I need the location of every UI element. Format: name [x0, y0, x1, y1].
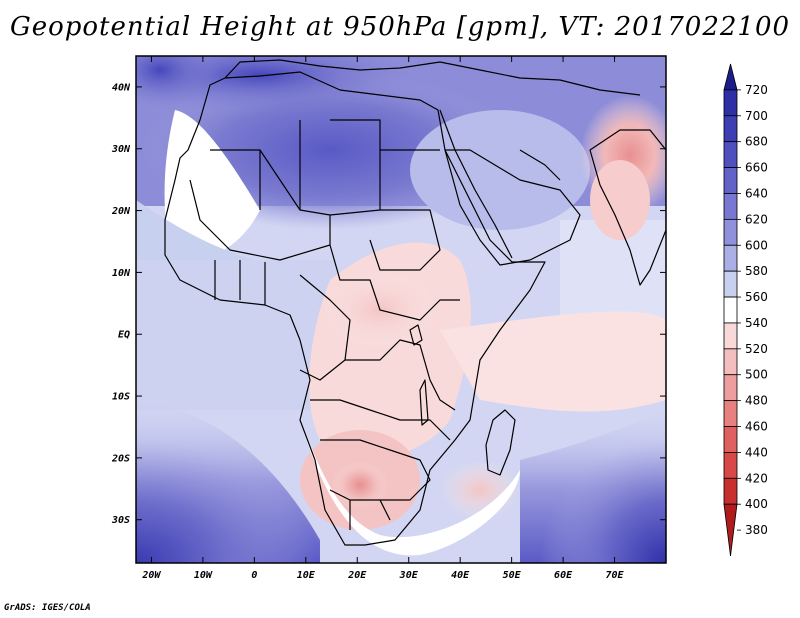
colorbar-swatch — [723, 218, 738, 246]
x-tick-label: 20E — [347, 570, 367, 581]
colorbar-swatch — [723, 348, 738, 376]
x-tick-label: 0 — [251, 570, 257, 581]
colorbar-swatch — [723, 426, 738, 453]
x-tick-label: 20W — [141, 570, 161, 581]
colorbar-swatch — [723, 115, 738, 143]
colorbar-bottom-arrow — [723, 503, 738, 557]
colorbar-swatch — [723, 270, 738, 298]
colorbar-label: 580 — [745, 264, 768, 278]
colorbar-label: 680 — [745, 135, 768, 149]
colorbar-swatch — [723, 477, 738, 505]
colorbar-swatch — [723, 141, 738, 168]
colorbar-swatch — [723, 167, 738, 194]
colorbar-label: 620 — [745, 212, 768, 226]
colorbar-label: 700 — [745, 109, 768, 123]
y-tick-label: 30S — [111, 515, 130, 526]
y-tick-label: 30N — [111, 144, 131, 155]
colorbar-swatch — [723, 244, 738, 272]
x-tick-label: 10W — [194, 570, 213, 581]
map-frame — [135, 55, 667, 564]
colorbar-swatch — [723, 89, 738, 117]
y-tick-label: 20S — [111, 453, 130, 464]
colorbar-label: 520 — [745, 342, 768, 356]
x-axis: 20W 10W 0 10E 20E 30E 40E 50E 60E 70E — [141, 56, 625, 581]
colorbar-swatch — [723, 452, 738, 479]
colorbar-swatch — [723, 193, 738, 220]
x-tick-label: 30E — [399, 570, 419, 581]
y-axis: 40N 30N 20N 10N EQ 10S 20S 30S — [111, 82, 666, 526]
colorbar-label: 400 — [745, 497, 768, 511]
y-tick-label: 10S — [112, 392, 130, 403]
colorbar-label: 440 — [745, 445, 768, 459]
x-tick-label: 60E — [554, 570, 573, 581]
colorbar-label: 560 — [745, 290, 768, 304]
colorbar-label: 500 — [745, 368, 768, 382]
colorbar-label: 480 — [745, 394, 768, 408]
colorbar-swatch — [723, 296, 738, 324]
x-tick-label: 40E — [451, 570, 470, 581]
colorbar-swatch — [723, 400, 738, 427]
colorbar-swatch — [723, 322, 738, 350]
colorbar-top-arrow — [723, 63, 738, 91]
x-tick-label: 10E — [297, 570, 316, 581]
y-tick-label: 40N — [112, 82, 131, 93]
colorbar-label: 540 — [745, 316, 768, 330]
coastlines — [164, 59, 666, 546]
height-field — [136, 56, 666, 563]
colorbar-label: 380 — [745, 523, 768, 537]
colorbar-label: 640 — [745, 186, 768, 200]
colorbar-label: 660 — [745, 161, 768, 175]
grads-credit: GrADS: IGES/COLA — [4, 603, 91, 613]
y-tick-label: 10N — [112, 268, 131, 279]
colorbar: 720 700 680 660 640 620 600 580 560 540 520 500 480 4… — [723, 63, 768, 557]
colorbar-label: 600 — [745, 238, 768, 252]
y-tick-label: 20N — [111, 206, 131, 217]
colorbar-label: 460 — [745, 420, 768, 434]
x-tick-label: 70E — [606, 570, 625, 581]
colorbar-label: 720 — [745, 83, 768, 97]
colorbar-swatch — [723, 374, 738, 402]
colorbar-label: 420 — [745, 471, 768, 485]
x-tick-label: 50E — [503, 570, 522, 581]
map-title: Geopotential Height at 950hPa [gpm], VT:… — [9, 12, 791, 42]
y-tick-label: EQ — [118, 330, 130, 341]
